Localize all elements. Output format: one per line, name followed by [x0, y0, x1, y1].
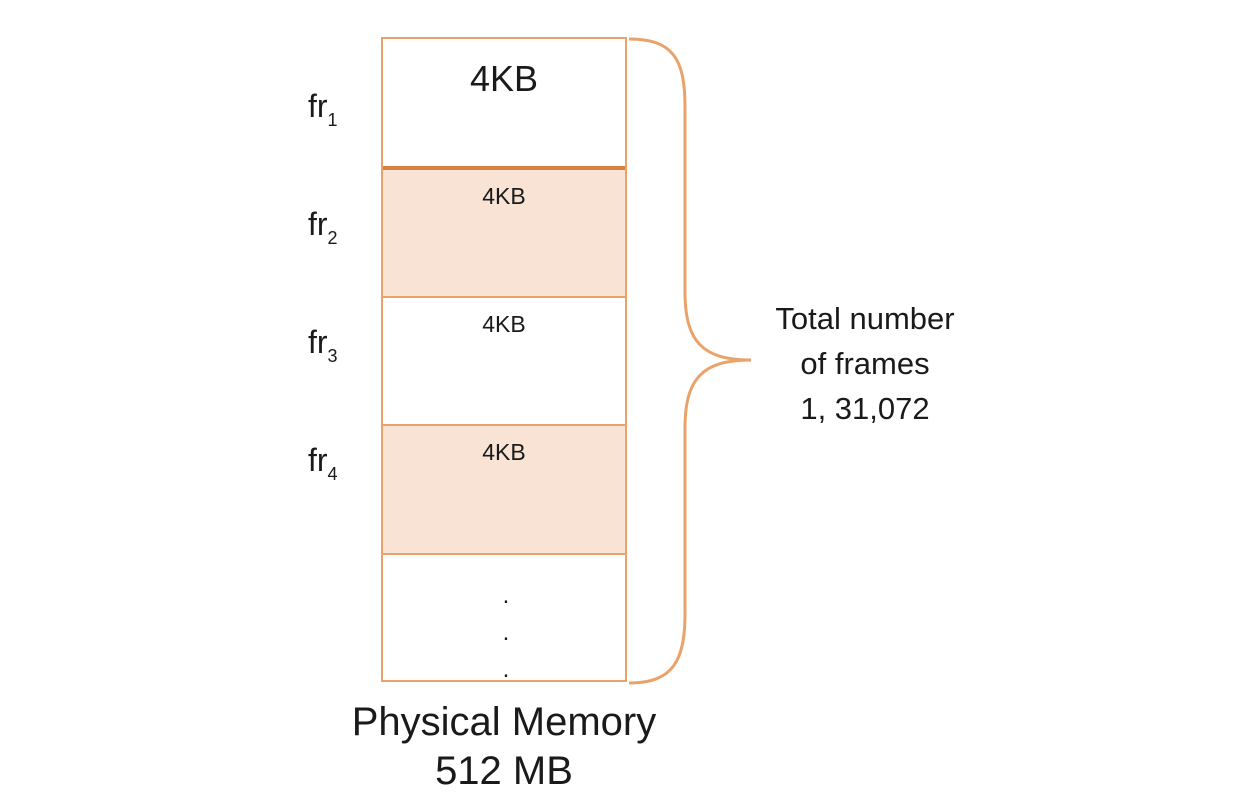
curly-brace-icon: [628, 37, 752, 685]
dot-1: .: [502, 582, 510, 609]
frame-label-3-index: 3: [327, 346, 338, 366]
frame-label-4: fr4: [308, 442, 338, 484]
frame-size-2: 4KB: [482, 183, 526, 209]
total-frames-line-1: Total number: [775, 301, 955, 336]
frame-label-2-index: 2: [327, 228, 338, 248]
frame-size-3: 4KB: [482, 311, 526, 337]
frame-label-3: fr3: [308, 324, 338, 366]
total-frames-count: 1, 31,072: [800, 391, 930, 426]
frame-cell-4: 4KB: [383, 426, 625, 555]
frame-label-1: fr1: [308, 88, 338, 130]
frame-cell-3: 4KB: [383, 298, 625, 426]
frame-cell-2: 4KB: [383, 170, 625, 298]
frame-cell-1: 4KB: [383, 39, 625, 170]
continuation-dots: . . .: [501, 577, 511, 688]
memory-caption-title: Physical Memory: [351, 700, 657, 744]
physical-memory-block: 4KB 4KB 4KB 4KB . . .: [381, 37, 627, 683]
frame-size-4: 4KB: [482, 439, 526, 465]
memory-caption: Physical Memory 512 MB: [314, 698, 694, 796]
frame-size-1: 4KB: [469, 58, 539, 99]
total-frames-line-2: of frames: [800, 346, 930, 381]
frame-label-4-index: 4: [327, 464, 338, 484]
frame-label-2: fr2: [308, 206, 338, 248]
total-frames-label: Total number of frames 1, 31,072: [745, 296, 985, 431]
dot-2: .: [502, 619, 510, 646]
frame-label-1-index: 1: [327, 110, 338, 130]
memory-caption-size: 512 MB: [435, 749, 573, 793]
continuation-cell: . . .: [383, 555, 625, 683]
dot-3: .: [502, 656, 510, 683]
